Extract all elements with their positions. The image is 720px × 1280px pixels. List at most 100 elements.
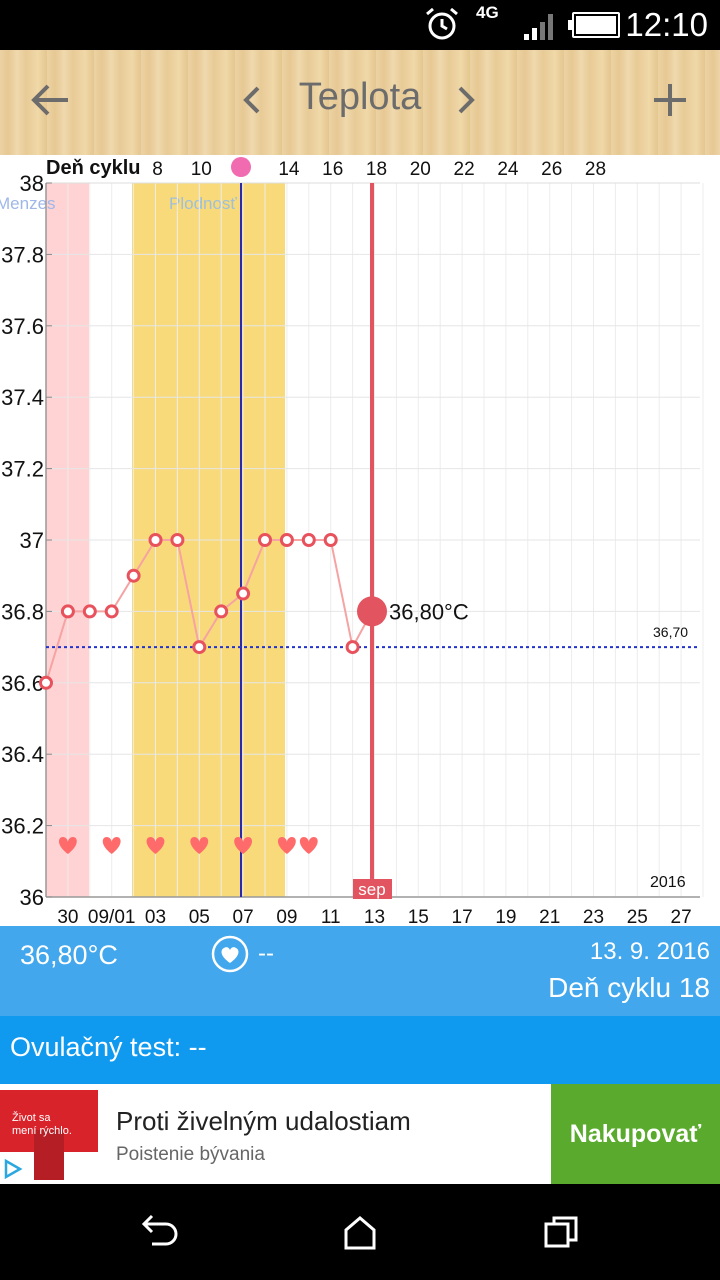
ad-subline: Poistenie bývania bbox=[116, 1144, 265, 1165]
x-tick-label: 03 bbox=[145, 907, 166, 926]
heart-marker bbox=[102, 837, 121, 854]
signal-icon bbox=[524, 14, 553, 40]
y-tick-label: 36 bbox=[20, 885, 44, 910]
top-tick-label: 22 bbox=[454, 159, 475, 180]
heart-icon[interactable] bbox=[210, 934, 250, 974]
x-tick-label: 05 bbox=[189, 907, 210, 926]
alarm-icon bbox=[426, 7, 458, 40]
top-axis-ticks: 8 10 14 16 18 20 22 24 26 28 bbox=[152, 159, 606, 180]
temperature-point bbox=[82, 604, 97, 619]
intercourse-markers bbox=[58, 837, 318, 854]
x-tick-label: 25 bbox=[627, 907, 648, 926]
add-icon[interactable] bbox=[648, 78, 692, 122]
temperature-chart[interactable]: Menzes Plodnosť 38 37.8 37.6 37.4 37.2 37 36.8… bbox=[0, 155, 720, 926]
fertility-label: Plodnosť bbox=[169, 194, 237, 213]
x-tick-label: 13 bbox=[364, 907, 385, 926]
x-tick-label: 19 bbox=[495, 907, 516, 926]
current-temperature-point[interactable] bbox=[357, 596, 387, 627]
x-tick-label: 09/01 bbox=[88, 907, 136, 926]
baseline-label: 36,70 bbox=[653, 624, 688, 640]
top-axis-title: Deň cyklu bbox=[46, 157, 140, 179]
ovulation-test-text: Ovulačný test: -- bbox=[10, 1032, 207, 1062]
info-temperature: 36,80°C bbox=[20, 940, 118, 970]
home-nav-icon[interactable] bbox=[340, 1214, 380, 1250]
month-label: sep bbox=[358, 880, 385, 899]
temperature-point bbox=[39, 675, 53, 690]
clock: 12:10 bbox=[625, 6, 708, 43]
top-tick-label: 24 bbox=[497, 159, 519, 180]
x-tick-label: 21 bbox=[539, 907, 560, 926]
year-label: 2016 bbox=[650, 874, 686, 891]
temperature-point bbox=[192, 640, 207, 655]
page-title: Teplota bbox=[298, 76, 422, 118]
temperature-point bbox=[60, 604, 75, 619]
x-tick-label: 23 bbox=[583, 907, 604, 926]
temperature-point bbox=[126, 568, 141, 583]
network-type: 4G bbox=[476, 3, 499, 22]
back-nav-icon[interactable] bbox=[140, 1214, 180, 1250]
ovulation-dot bbox=[231, 157, 251, 177]
y-tick-label: 38 bbox=[20, 171, 44, 196]
top-tick-label: 8 bbox=[152, 159, 163, 180]
y-tick-label: 37 bbox=[20, 528, 44, 553]
temperature-point bbox=[148, 533, 163, 547]
y-tick-label: 36.4 bbox=[1, 742, 44, 767]
navigation-bar bbox=[0, 1184, 720, 1280]
temperature-point bbox=[301, 533, 316, 547]
top-tick-label: 10 bbox=[191, 159, 212, 180]
x-axis-ticks: 30 09/01 03 05 07 09 11 13 15 17 19 21 23 25 27 bbox=[57, 907, 691, 926]
ad-logo-text-1: Život sa bbox=[12, 1112, 51, 1124]
info-bar: 36,80°C -- 13. 9. 2016 Deň cyklu 18 bbox=[0, 926, 720, 1016]
y-tick-label: 37.2 bbox=[1, 457, 44, 482]
y-tick-label: 37.4 bbox=[1, 385, 44, 410]
heart-marker bbox=[277, 837, 296, 854]
x-tick-label: 11 bbox=[321, 907, 341, 926]
ad-headline: Proti živelným udalostiam bbox=[116, 1106, 411, 1136]
battery-icon bbox=[568, 12, 620, 38]
ad-cta-button[interactable]: Nakupovať bbox=[551, 1084, 720, 1184]
adchoices-icon[interactable] bbox=[2, 1158, 24, 1180]
top-tick-label: 20 bbox=[410, 159, 431, 180]
y-tick-label: 36.6 bbox=[1, 671, 44, 696]
x-tick-label: 07 bbox=[233, 907, 254, 926]
temperature-point bbox=[104, 604, 119, 619]
temperature-point bbox=[345, 640, 360, 655]
temperature-point bbox=[323, 533, 338, 547]
heart-marker bbox=[299, 837, 318, 854]
status-bar: 4G 12:10 bbox=[0, 0, 720, 50]
top-tick-label: 28 bbox=[585, 159, 606, 180]
temperature-point bbox=[279, 533, 294, 547]
intercourse-value: -- bbox=[258, 940, 274, 967]
ad-logo-text-2: mení rýchlo. bbox=[12, 1125, 72, 1137]
month-badge bbox=[353, 879, 392, 899]
top-tick-label: 16 bbox=[322, 159, 343, 180]
toolbar: Teplota bbox=[0, 50, 720, 155]
heart-marker bbox=[234, 837, 253, 854]
recents-nav-icon[interactable] bbox=[542, 1214, 582, 1250]
top-tick-label: 14 bbox=[278, 159, 300, 180]
info-date: 13. 9. 2016 bbox=[589, 938, 710, 965]
temperature-line bbox=[45, 539, 373, 684]
x-tick-label: 30 bbox=[57, 907, 78, 926]
y-axis-ticks: 38 37.8 37.6 37.4 37.2 37 36.8 36.6 36.4 36.2 36 bbox=[1, 171, 52, 910]
current-temperature-label: 36,80°C bbox=[389, 599, 469, 624]
x-tick-label: 17 bbox=[452, 907, 473, 926]
temperature-point bbox=[236, 586, 251, 601]
back-arrow-icon[interactable] bbox=[28, 78, 72, 122]
y-tick-label: 37.8 bbox=[1, 242, 44, 267]
ad-banner[interactable]: Život sa mení rýchlo. Proti živelným udal… bbox=[0, 1084, 720, 1184]
y-tick-label: 36.2 bbox=[1, 814, 44, 839]
ad-logo: Život sa mení rýchlo. bbox=[0, 1090, 100, 1180]
temperature-point bbox=[214, 604, 229, 619]
x-tick-label: 27 bbox=[671, 907, 692, 926]
heart-marker bbox=[146, 837, 165, 854]
ovulation-test-bar[interactable]: Ovulačný test: -- bbox=[0, 1016, 720, 1084]
menses-label: Menzes bbox=[0, 194, 56, 213]
heart-marker bbox=[58, 837, 77, 854]
x-tick-label: 15 bbox=[408, 907, 429, 926]
top-tick-label: 26 bbox=[541, 159, 562, 180]
chevron-left-icon[interactable] bbox=[238, 82, 266, 118]
x-tick-label: 09 bbox=[276, 907, 297, 926]
heart-marker bbox=[190, 837, 209, 854]
chevron-right-icon[interactable] bbox=[452, 82, 480, 118]
